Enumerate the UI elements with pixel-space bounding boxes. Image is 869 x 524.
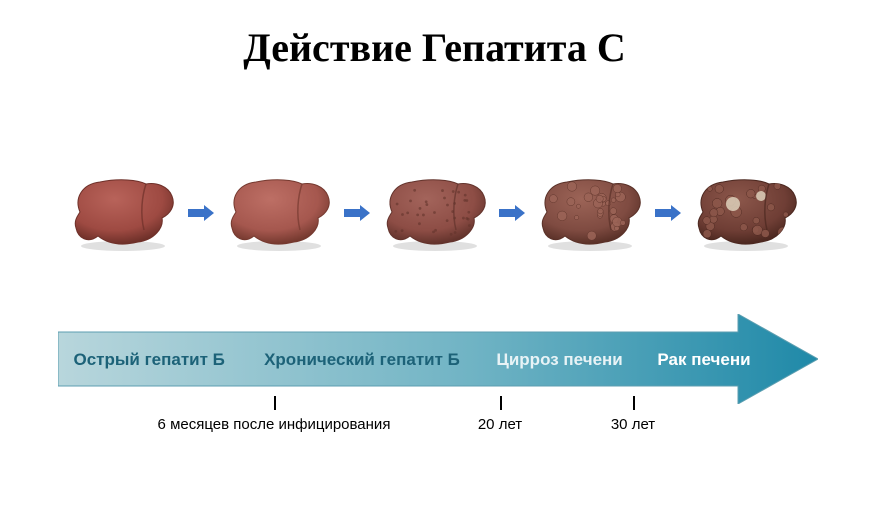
timeline-tick-label: 6 месяцев после инфицирования [158, 416, 391, 433]
liver-stage-acute [224, 174, 334, 252]
timeline-tick [500, 396, 502, 410]
timeline-stage-label: Цирроз печени [496, 350, 622, 370]
timeline-stage-label: Рак печени [657, 350, 750, 370]
liver-stages-row [68, 174, 801, 252]
liver-stage-healthy [68, 174, 178, 252]
timeline-stage-label: Острый гепатит Б [73, 350, 224, 370]
liver-stage-chronic [380, 174, 490, 252]
diagram-title: Действие Гепатита С [0, 24, 869, 71]
timeline-tick-label: 30 лет [611, 416, 655, 433]
progress-arrow-icon [497, 203, 527, 223]
progress-arrow-icon [342, 203, 372, 223]
timeline-tick-label: 20 лет [478, 416, 522, 433]
liver-stage-cancer [691, 174, 801, 252]
timeline-tick [633, 396, 635, 410]
liver-stage-cirrhosis [535, 174, 645, 252]
timeline-stage-label: Хронический гепатит Б [264, 350, 460, 370]
timeline-tick [274, 396, 276, 410]
progress-arrow-icon [186, 203, 216, 223]
progress-arrow-icon [653, 203, 683, 223]
